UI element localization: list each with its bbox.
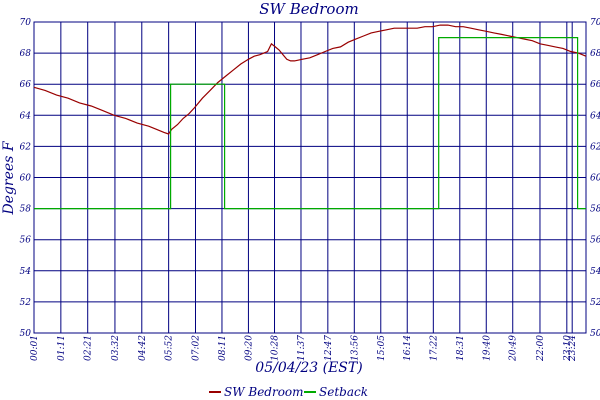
x-tick-label: 22:00 bbox=[536, 335, 546, 362]
x-tick-labels: 00:01 01:11 02:21 03:32 04:42 05:52 07:02 08:11… bbox=[30, 335, 578, 362]
x-tick-label: 13:56 bbox=[350, 335, 360, 361]
legend-label-sw-bedroom: SW Bedroom bbox=[224, 385, 304, 399]
y-tick-label: 52 bbox=[20, 298, 32, 308]
y-tick-label-right: 58 bbox=[590, 205, 600, 215]
y-tick-label-right: 66 bbox=[590, 80, 600, 90]
y-tick-label: 58 bbox=[20, 205, 32, 215]
x-tick-label: 09:20 bbox=[244, 335, 254, 361]
y-axis-label: Degrees F bbox=[1, 140, 17, 215]
x-tick-label: 02:21 bbox=[84, 335, 94, 361]
legend-label-setback: Setback bbox=[319, 385, 368, 399]
x-tick-label: 04:42 bbox=[138, 335, 148, 361]
x-tick-label: 23:10 bbox=[563, 335, 573, 362]
y-tick-label-right: 68 bbox=[590, 49, 600, 59]
series-line-sw-bedroom bbox=[33, 24, 587, 135]
x-tick-label: 12:47 bbox=[324, 335, 334, 361]
x-axis-label: 05/04/23 (EST) bbox=[255, 360, 362, 376]
y-tick-labels-left: 50 52 54 56 58 60 62 64 66 68 70 bbox=[20, 18, 32, 339]
series-group bbox=[33, 24, 587, 210]
x-tick-label: 11:37 bbox=[297, 335, 307, 361]
y-tick-label: 50 bbox=[20, 329, 32, 339]
y-tick-label: 62 bbox=[20, 142, 32, 152]
x-tick-label: 07:02 bbox=[191, 335, 201, 361]
x-tick-label: 23:24 bbox=[568, 335, 578, 362]
x-tick-label: 19:40 bbox=[482, 335, 492, 361]
y-tick-label: 64 bbox=[20, 111, 32, 121]
chart-title: SW Bedroom bbox=[259, 0, 358, 18]
x-tick-label: 10:28 bbox=[271, 335, 281, 361]
y-tick-label-right: 50 bbox=[590, 329, 600, 339]
y-tick-labels-right: 50 52 54 56 58 60 62 64 66 68 70 bbox=[590, 18, 600, 339]
x-tick-label: 16:14 bbox=[403, 335, 413, 361]
x-tick-label: 03:32 bbox=[111, 335, 121, 361]
x-tick-label: 05:52 bbox=[165, 335, 175, 361]
x-tick-label: 15:05 bbox=[377, 335, 387, 361]
y-tick-label-right: 64 bbox=[590, 111, 600, 121]
y-tick-label-right: 56 bbox=[590, 236, 600, 246]
y-tick-label-right: 60 bbox=[590, 174, 600, 184]
x-tick-label: 18:31 bbox=[456, 335, 466, 361]
y-tick-label-right: 70 bbox=[590, 18, 600, 28]
grid bbox=[33, 21, 586, 334]
y-tick-label-right: 52 bbox=[590, 298, 600, 308]
x-tick-label: 08:11 bbox=[218, 335, 228, 361]
y-tick-label: 60 bbox=[20, 174, 32, 184]
y-tick-label-right: 62 bbox=[590, 142, 600, 152]
y-tick-label: 68 bbox=[20, 49, 32, 59]
series-line-setback bbox=[34, 36, 586, 210]
x-tick-label: 01:11 bbox=[57, 335, 67, 361]
y-tick-label: 66 bbox=[20, 80, 32, 90]
legend: SW Bedroom Setback bbox=[209, 385, 368, 399]
y-tick-label-right: 54 bbox=[590, 267, 600, 277]
y-tick-label: 56 bbox=[20, 236, 32, 246]
x-tick-label: 20:49 bbox=[509, 335, 519, 362]
y-tick-label: 54 bbox=[20, 267, 32, 277]
x-tick-label: 17:22 bbox=[429, 335, 439, 361]
x-tick-label: 00:01 bbox=[30, 335, 40, 361]
y-tick-label: 70 bbox=[20, 18, 32, 28]
